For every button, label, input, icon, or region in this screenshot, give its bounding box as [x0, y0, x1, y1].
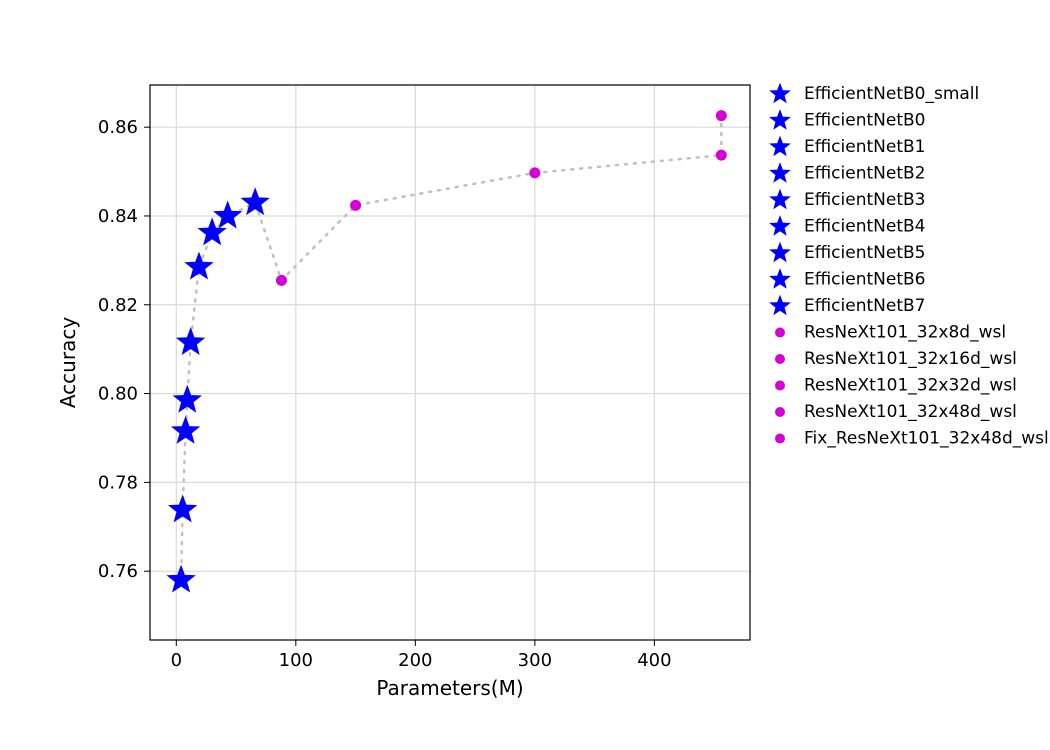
legend-label: ResNeXt101_32x32d_wsl	[804, 376, 1017, 396]
legend-label: EfficientNetB7	[804, 296, 925, 316]
y-tick-label: 0.76	[98, 561, 138, 582]
legend-label: EfficientNetB0_small	[804, 84, 979, 104]
x-tick-label: 300	[518, 650, 552, 671]
legend-label: Fix_ResNeXt101_32x48d_wsl	[804, 429, 1049, 449]
legend-marker-circle	[776, 355, 785, 364]
legend-marker-circle	[776, 328, 785, 337]
y-tick-label: 0.78	[98, 472, 138, 493]
y-tick-label: 0.82	[98, 295, 138, 316]
chart-root: 0 100 200 300 400 0.76 0.78 0.80 0.82 0.84 0.86 Par…	[0, 0, 1050, 750]
legend-label: EfficientNetB4	[804, 217, 925, 237]
point-circle	[530, 168, 540, 178]
legend-label: EfficientNetB2	[804, 164, 925, 184]
x-axis-label: Parameters(M)	[376, 676, 523, 700]
point-circle	[716, 111, 726, 121]
legend-label: EfficientNetB3	[804, 190, 925, 210]
point-circle	[351, 200, 361, 210]
y-axis-label: Accuracy	[56, 317, 80, 408]
legend-label: EfficientNetB5	[804, 243, 925, 263]
y-tick-label: 0.86	[98, 117, 138, 138]
plot-face	[150, 85, 750, 640]
legend-label: ResNeXt101_32x48d_wsl	[804, 402, 1017, 422]
chart-svg: 0 100 200 300 400 0.76 0.78 0.80 0.82 0.84 0.86 Par…	[0, 0, 1050, 750]
legend-marker-circle	[776, 434, 785, 443]
legend-label: EfficientNetB6	[804, 270, 925, 290]
legend-marker-circle	[776, 381, 785, 390]
y-tick-label: 0.80	[98, 384, 138, 405]
x-tick-label: 100	[279, 650, 313, 671]
x-tick-label: 0	[171, 650, 182, 671]
x-tick-label: 200	[398, 650, 432, 671]
legend-marker-circle	[776, 408, 785, 417]
legend-label: EfficientNetB1	[804, 137, 925, 157]
x-tick-label: 400	[637, 650, 671, 671]
legend-label: ResNeXt101_32x16d_wsl	[804, 349, 1017, 369]
point-circle	[276, 275, 286, 285]
y-tick-label: 0.84	[98, 206, 138, 227]
legend-label: EfficientNetB0	[804, 111, 925, 131]
legend-label: ResNeXt101_32x8d_wsl	[804, 323, 1006, 343]
point-circle	[716, 150, 726, 160]
